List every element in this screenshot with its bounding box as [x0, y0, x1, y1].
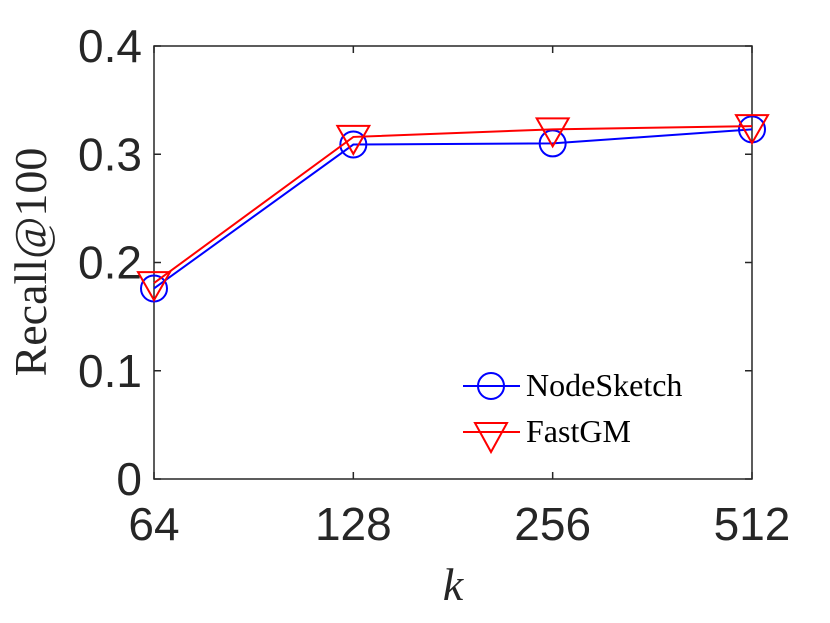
y-axis-ticks: 0 0.1 0.2 0.3 0.4	[78, 20, 752, 505]
y-tick-label: 0.3	[78, 128, 142, 180]
data-point-nodesketch	[339, 130, 368, 159]
x-tick-label: 256	[514, 498, 591, 550]
x-tick-label: 512	[714, 498, 791, 550]
legend-marker-nodesketch	[477, 372, 505, 400]
y-tick-label: 0.1	[78, 345, 142, 397]
y-tick-label: 0.2	[78, 237, 142, 289]
legend-label-nodesketch: NodeSketch	[526, 367, 682, 403]
data-point-fastgm	[136, 271, 172, 303]
y-tick-label: 0	[116, 453, 142, 505]
series-line-nodesketch	[153, 128, 753, 290]
data-point-fastgm	[335, 124, 372, 156]
x-tick-label: 64	[128, 498, 179, 550]
y-axis-label: Recall@100	[5, 148, 56, 377]
data-point-nodesketch	[538, 129, 567, 158]
y-tick-label: 0.4	[78, 20, 142, 72]
series-layer	[136, 114, 770, 303]
legend-item-fastgm: FastGM	[463, 413, 631, 455]
legend: NodeSketch FastGM	[456, 362, 738, 456]
x-axis-label: k	[443, 559, 465, 610]
x-axis-ticks: 64 128 256 512	[128, 46, 790, 550]
legend-marker-fastgm	[473, 422, 509, 455]
data-point-fastgm	[534, 117, 571, 149]
series-line-fastgm	[153, 125, 753, 284]
legend-label-fastgm: FastGM	[526, 413, 631, 449]
x-tick-label: 128	[315, 498, 392, 550]
data-point-fastgm	[734, 114, 770, 146]
legend-item-nodesketch: NodeSketch	[463, 367, 682, 403]
legend-box	[456, 362, 738, 456]
